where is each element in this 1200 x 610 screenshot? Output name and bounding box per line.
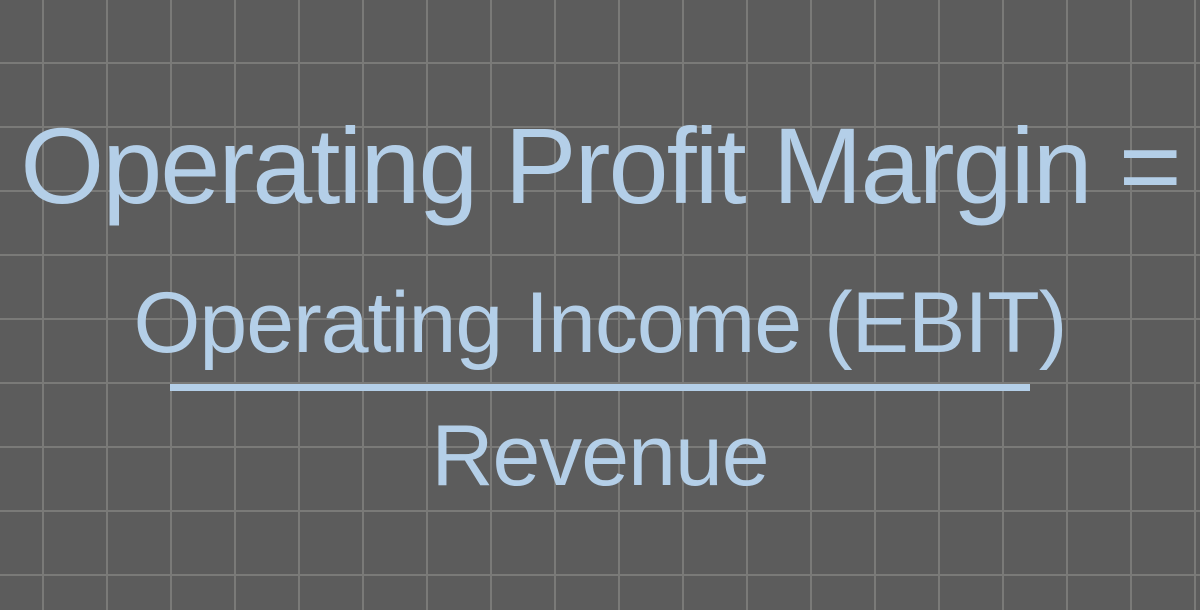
fraction-denominator: Revenue <box>431 391 768 499</box>
fraction-group: Operating Income (EBIT) Revenue <box>134 280 1067 499</box>
formula-content: Operating Profit Margin = Operating Inco… <box>0 112 1200 499</box>
formula-title: Operating Profit Margin = <box>20 112 1180 220</box>
fraction-divider-line <box>170 384 1030 391</box>
fraction-numerator: Operating Income (EBIT) <box>134 280 1067 384</box>
formula-container: Operating Profit Margin = Operating Inco… <box>0 0 1200 610</box>
